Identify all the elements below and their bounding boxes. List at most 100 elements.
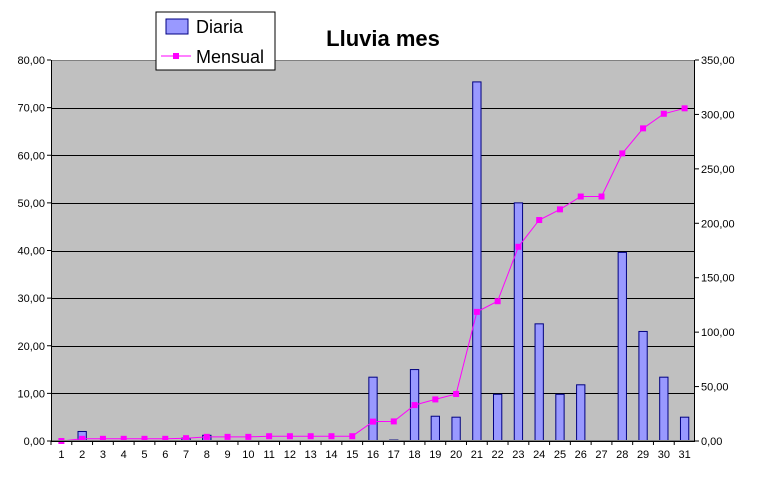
left-axis-ticks: 0,00 10,00 20,00 30,00 40,00 50,00 60,00 70,00 8… <box>17 55 51 448</box>
x-tick-label: 12 <box>284 449 296 461</box>
marker-mensual-day-15 <box>349 433 356 440</box>
marker-mensual-day-22 <box>494 298 501 305</box>
marker-mensual-day-17 <box>390 418 397 425</box>
marker-mensual-day-10 <box>245 433 252 440</box>
bar-diaria-day-22 <box>492 393 503 442</box>
right-tick-label: 250,00 <box>701 164 735 176</box>
monthly-line <box>58 105 688 444</box>
marker-mensual-day-11 <box>266 433 273 440</box>
bar-diaria-day-28 <box>617 251 627 442</box>
left-tick-label: 60,00 <box>17 150 45 162</box>
marker-mensual-day-7 <box>183 435 190 442</box>
right-tick-label: 0,00 <box>701 436 722 448</box>
marker-mensual-day-2 <box>79 435 86 442</box>
x-tick-label: 16 <box>367 449 379 461</box>
right-tick-label: 150,00 <box>701 273 735 285</box>
left-tick-label: 0,00 <box>24 436 45 448</box>
marker-mensual-day-8 <box>203 433 210 440</box>
bar-diaria-day-19 <box>430 415 440 442</box>
x-tick-label: 15 <box>346 449 358 461</box>
marker-mensual-day-12 <box>286 433 293 440</box>
left-tick-label: 10,00 <box>17 388 45 400</box>
marker-mensual-day-3 <box>99 435 106 442</box>
marker-mensual-day-25 <box>556 206 563 213</box>
legend: Diaria Mensual <box>155 11 276 71</box>
x-tick-label: 19 <box>429 449 441 461</box>
axes <box>51 60 695 442</box>
x-tick-label: 8 <box>204 449 210 461</box>
right-tick-label: 50,00 <box>701 382 729 394</box>
marker-mensual-day-23 <box>515 243 522 250</box>
marker-mensual-day-14 <box>328 433 335 440</box>
bar-diaria-day-24 <box>534 323 544 442</box>
x-tick-label: 1 <box>58 449 64 461</box>
x-tick-label: 10 <box>242 449 254 461</box>
right-tick-label: 100,00 <box>701 327 735 339</box>
legend-label-mensual: Mensual <box>196 47 264 67</box>
right-tick-label: 200,00 <box>701 218 735 230</box>
x-tick-label: 28 <box>616 449 628 461</box>
left-tick-label: 80,00 <box>17 55 45 67</box>
marker-mensual-day-24 <box>536 217 543 224</box>
marker-mensual-day-5 <box>141 435 148 442</box>
x-tick-label: 4 <box>121 449 127 461</box>
legend-label-diaria: Diaria <box>196 17 244 37</box>
marker-mensual-day-21 <box>473 308 480 315</box>
x-tick-label: 5 <box>141 449 147 461</box>
x-tick-label: 26 <box>575 449 587 461</box>
marker-mensual-day-19 <box>432 396 439 403</box>
x-tick-label: 23 <box>512 449 524 461</box>
marker-mensual-day-6 <box>162 435 169 442</box>
marker-mensual-day-28 <box>619 150 626 157</box>
x-tick-label: 13 <box>305 449 317 461</box>
right-tick-label: 350,00 <box>701 55 735 67</box>
x-tick-label: 31 <box>678 449 690 461</box>
bar-diaria-day-26 <box>576 384 586 442</box>
left-tick-label: 30,00 <box>17 293 45 305</box>
right-tick-label: 300,00 <box>701 109 735 121</box>
x-axis-ticks: 1 2 3 4 5 6 7 8 9 10 11 12 13 14 15 16 17 18 19 20 21 22 23 24 2… <box>50 441 691 461</box>
marker-mensual-day-16 <box>370 418 376 425</box>
marker-mensual-day-30 <box>660 110 667 117</box>
x-tick-label: 24 <box>533 449 545 461</box>
left-tick-label: 70,00 <box>17 103 45 115</box>
x-tick-label: 25 <box>554 449 566 461</box>
x-tick-label: 2 <box>79 449 85 461</box>
marker-mensual-day-18 <box>411 402 418 409</box>
legend-line-marker <box>173 53 179 59</box>
chart-title: Lluvia mes <box>326 26 440 51</box>
right-axis-ticks: 0,00 50,00 100,00 150,00 200,00 250,00 300,00 3… <box>695 55 735 448</box>
left-tick-label: 40,00 <box>17 246 45 258</box>
bar-diaria-day-29 <box>638 330 648 442</box>
x-tick-label: 29 <box>637 449 649 461</box>
x-tick-label: 14 <box>325 449 337 461</box>
marker-mensual-day-20 <box>453 390 460 397</box>
x-tick-label: 7 <box>183 449 189 461</box>
marker-mensual-day-27 <box>598 193 605 200</box>
x-tick-label: 17 <box>388 449 400 461</box>
bar-diaria-day-20 <box>451 416 461 442</box>
daily-bars <box>77 81 690 442</box>
marker-mensual-day-26 <box>577 193 584 200</box>
bar-diaria-day-21 <box>472 81 482 442</box>
x-tick-label: 6 <box>162 449 168 461</box>
bar-diaria-day-30 <box>659 376 669 442</box>
marker-mensual-day-31 <box>681 105 688 112</box>
bar-diaria-day-23 <box>513 202 524 442</box>
x-tick-label: 21 <box>471 449 483 461</box>
x-tick-label: 20 <box>450 449 462 461</box>
x-tick-label: 30 <box>658 449 670 461</box>
bar-diaria-day-16 <box>368 376 378 442</box>
marker-mensual-day-29 <box>640 125 647 132</box>
bar-diaria-day-31 <box>679 416 690 442</box>
marker-mensual-day-9 <box>224 433 231 440</box>
legend-bar-swatch <box>165 18 189 35</box>
x-tick-label: 3 <box>100 449 106 461</box>
left-tick-label: 50,00 <box>17 198 45 210</box>
x-tick-label: 9 <box>225 449 231 461</box>
x-tick-label: 27 <box>595 449 607 461</box>
left-tick-label: 20,00 <box>17 341 45 353</box>
x-tick-label: 18 <box>408 449 420 461</box>
